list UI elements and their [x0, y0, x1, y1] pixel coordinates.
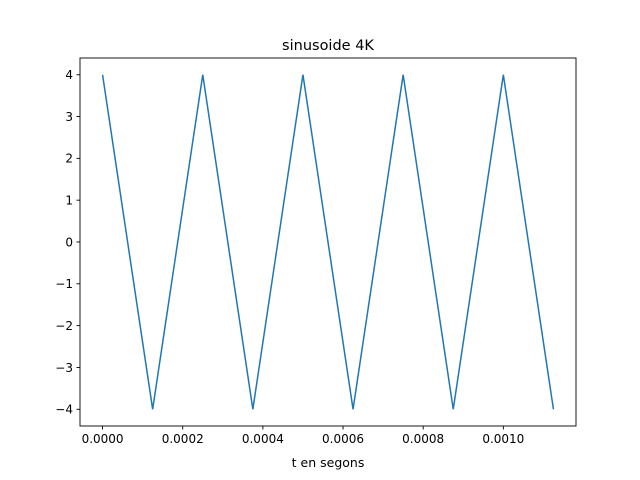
y-tick-label: −4: [55, 403, 73, 417]
x-tick-label: 0.0010: [482, 432, 524, 446]
y-tick-label: 0: [65, 235, 73, 249]
plot-frame: [79, 57, 577, 427]
y-tick-label: −2: [55, 319, 73, 333]
x-tick-label: 0.0004: [242, 432, 284, 446]
y-tick-label: 3: [65, 110, 73, 124]
y-tick-label: −1: [55, 277, 73, 291]
y-tick-label: 4: [65, 68, 73, 82]
x-axis: 0.0000 0.0002 0.0004 0.0006 0.0008 0.0010: [82, 426, 524, 446]
x-axis-label: t en segons: [292, 455, 365, 470]
series-line-0: [101, 74, 555, 410]
x-tick-label: 0.0002: [162, 432, 204, 446]
y-axis: 4 3 2 1 0 −1 −2 −3 −4: [55, 68, 80, 417]
y-tick-label: −3: [55, 361, 73, 375]
y-tick-label: 1: [65, 193, 73, 207]
y-tick-label: 2: [65, 152, 73, 166]
x-tick-label: 0.0006: [322, 432, 364, 446]
plot-series: [101, 74, 555, 410]
x-tick-label: 0.0008: [402, 432, 444, 446]
chart-title: sinusoide 4K: [282, 38, 374, 54]
x-tick-label: 0.0000: [82, 432, 124, 446]
